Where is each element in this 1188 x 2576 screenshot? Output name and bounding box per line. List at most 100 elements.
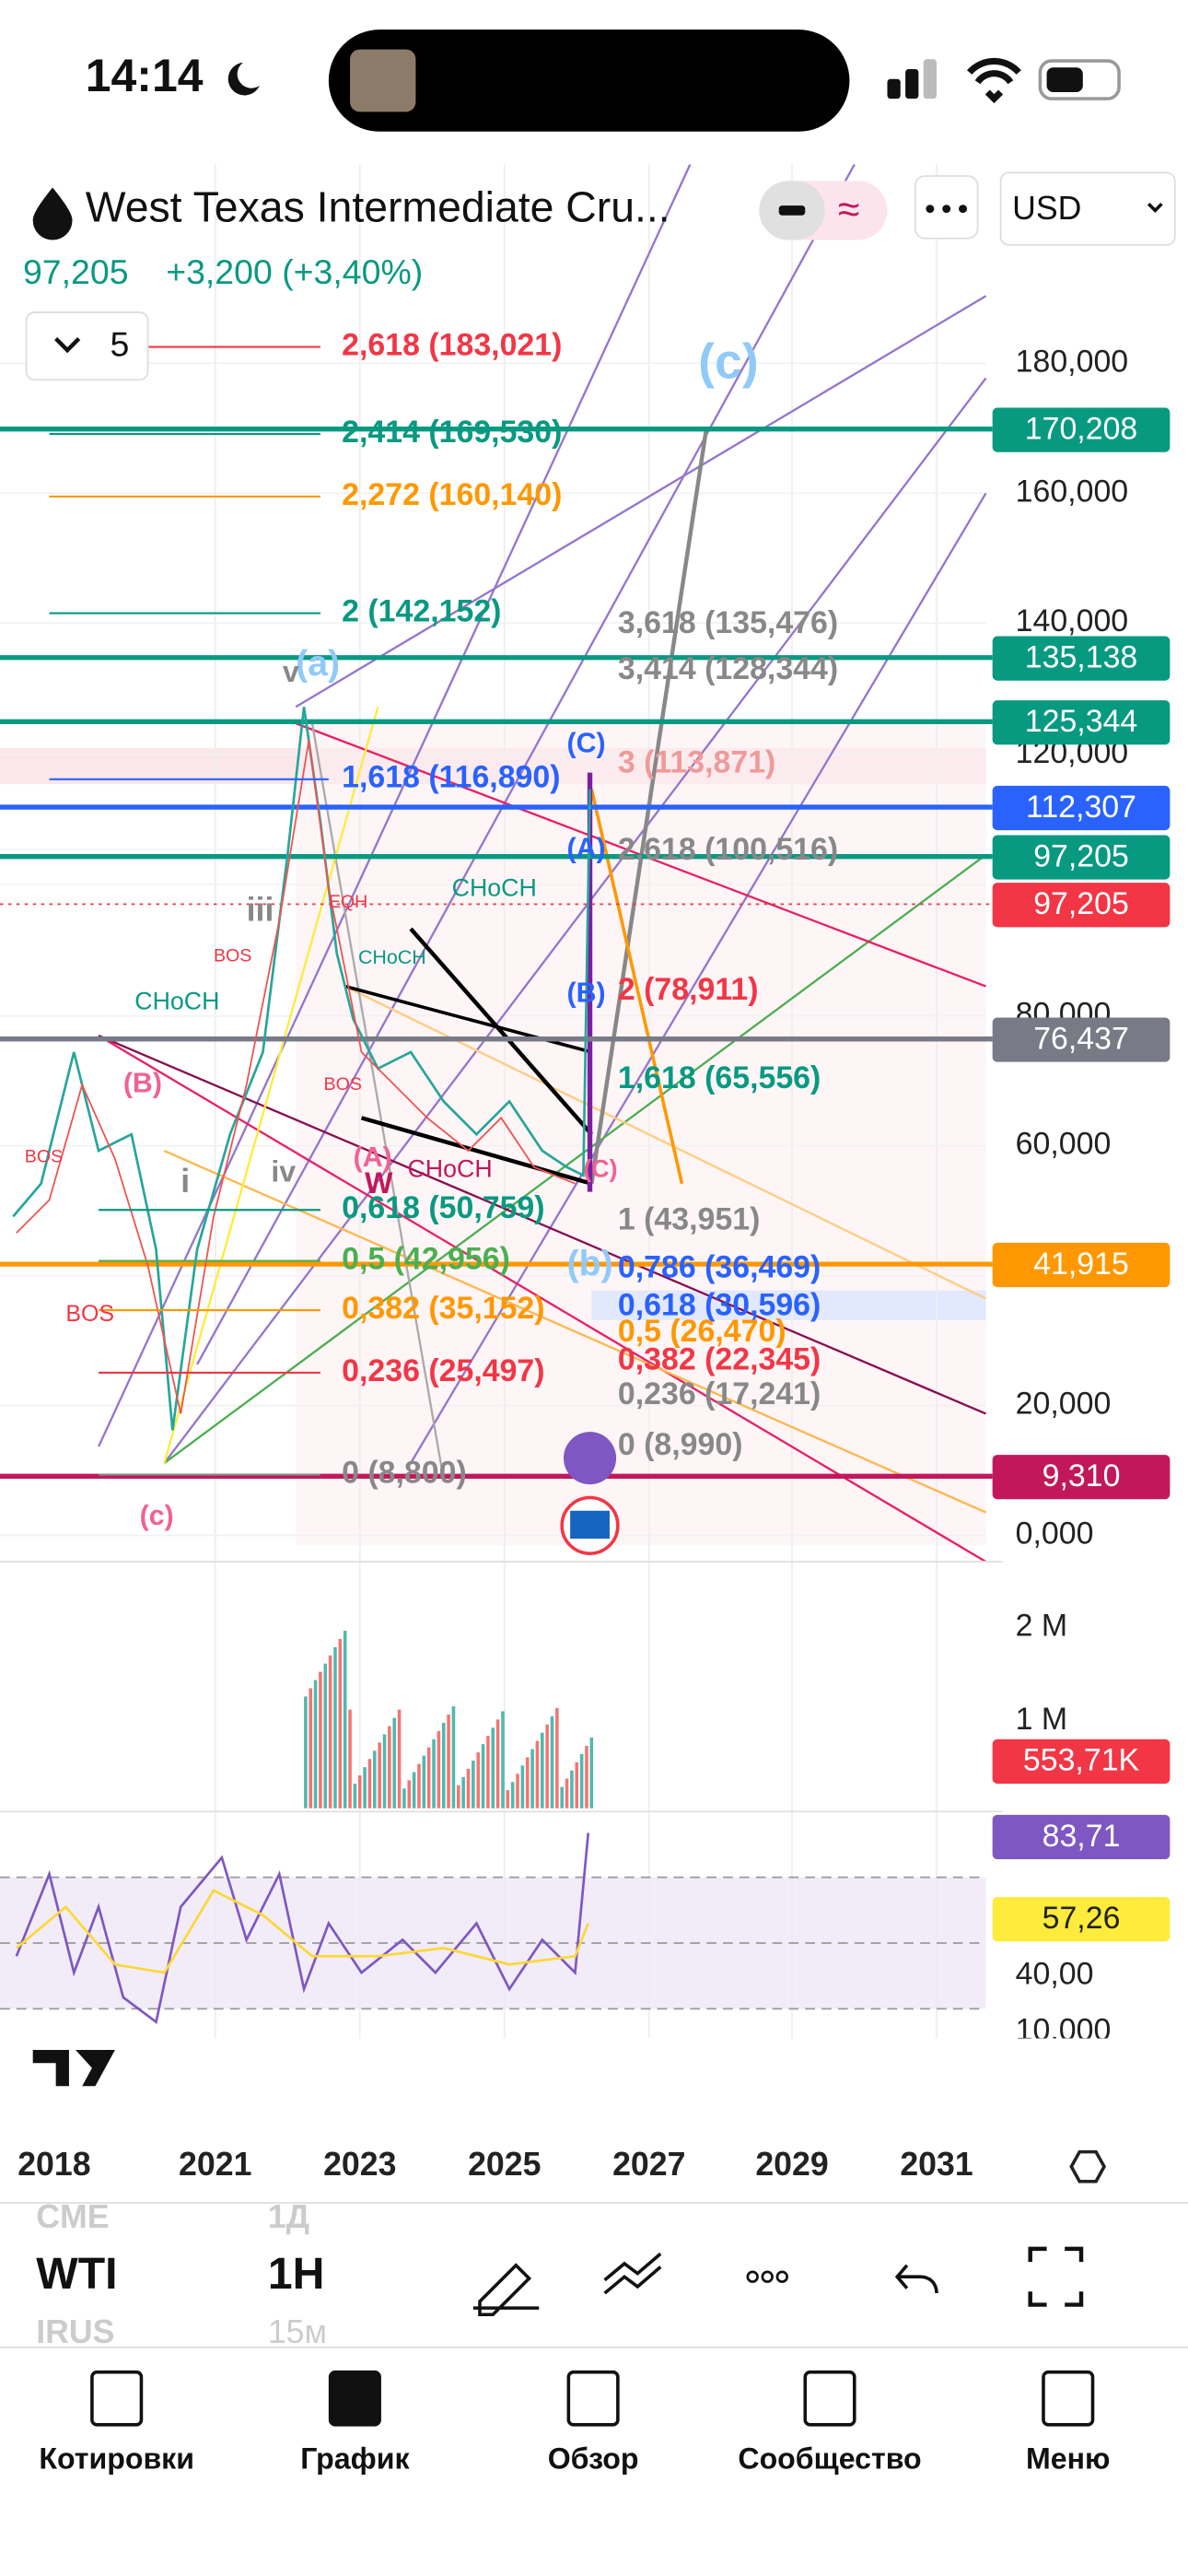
interval-button[interactable]: 1H [268, 2249, 325, 2299]
minus [778, 205, 806, 216]
draw-tool[interactable] [472, 2263, 540, 2317]
price-badge [992, 1455, 1171, 1500]
volume-bar [363, 1767, 367, 1809]
drawings-tool[interactable] [603, 2252, 662, 2295]
volume-bar [530, 1749, 534, 1809]
wave-label: W [365, 1166, 393, 1200]
fib-label: 0,382 (22,345) [618, 1341, 821, 1376]
line [295, 295, 987, 708]
fib-label: 2 (78,911) [618, 972, 759, 1007]
annotation: CHoCH [452, 873, 537, 901]
fib-label: 3 (113,871) [618, 745, 775, 780]
tab-icon[interactable] [1042, 2370, 1095, 2427]
annotation: CHoCH [358, 946, 426, 968]
wave-label: i [181, 1163, 190, 1200]
wave-label: (a) [296, 643, 340, 684]
price-badge [992, 883, 1171, 928]
volume-bar [570, 1770, 574, 1809]
fib-label: 0,236 (25,497) [342, 1353, 544, 1388]
flag [570, 1510, 610, 1540]
time-axis-label: 2021 [179, 2146, 251, 2183]
wave-label: iv [271, 1154, 296, 1188]
wave-label: (c) [698, 334, 758, 389]
tv-logo [32, 2049, 115, 2087]
volume-bar [367, 1759, 372, 1809]
price-axis-label: 0,000 [1016, 1516, 1094, 1551]
tab-icon[interactable] [90, 2370, 144, 2427]
rsi-axis-label: 40,00 [1016, 1957, 1094, 1992]
volume-bar [585, 1745, 588, 1809]
tab-icon[interactable] [328, 2370, 381, 2427]
line [196, 163, 856, 1365]
more-dot[interactable] [761, 2270, 774, 2283]
price-badge-text: 76,437 [1033, 1021, 1129, 1056]
dynamic-island [328, 29, 850, 132]
layers-count[interactable]: 5 [111, 324, 130, 363]
tab-label[interactable]: Обзор [548, 2442, 639, 2476]
volume-bar [397, 1709, 402, 1809]
interval: 1Д [268, 2198, 309, 2235]
volume-bar [545, 1724, 549, 1809]
fib-label: 0,236 (17,241) [618, 1376, 821, 1411]
annotation: EQH [329, 892, 368, 912]
volume-bar [407, 1780, 412, 1809]
time-axis-label: 2031 [900, 2146, 973, 2183]
line [310, 722, 445, 1481]
dot [926, 205, 935, 214]
price-badge-text: 97,205 [1033, 886, 1129, 921]
volume-bar [495, 1719, 500, 1809]
fib-label: 0,382 (35,152) [342, 1291, 544, 1326]
volume-bar [338, 1638, 343, 1809]
fib-label: 2,272 (160,140) [342, 477, 562, 512]
price-axis-label: 60,000 [1016, 1127, 1112, 1162]
tab-label[interactable]: Сообщество [738, 2442, 921, 2476]
signal-bar [887, 78, 901, 100]
instrument-title[interactable]: West Texas Intermediate Cru... [86, 183, 670, 231]
currency-box[interactable] [999, 171, 1176, 246]
dot [959, 205, 968, 214]
volume-bar [382, 1734, 387, 1809]
volume-bar [392, 1717, 396, 1809]
price-badge-text: 9,310 [1042, 1458, 1121, 1493]
tab-label[interactable]: Котировки [39, 2442, 194, 2476]
fib-label: 2,618 (183,021) [342, 327, 562, 362]
undo[interactable] [894, 2264, 938, 2294]
symbol-button[interactable]: WTI [36, 2249, 117, 2299]
price-badge [992, 700, 1171, 745]
volume-bar [476, 1752, 480, 1809]
tab-label[interactable]: График [300, 2442, 410, 2476]
volume-bar [417, 1763, 421, 1809]
settings-icon[interactable] [1069, 2149, 1107, 2184]
volume-bar [343, 1631, 347, 1809]
island-art [350, 49, 416, 112]
tab-label[interactable]: Меню [1026, 2442, 1110, 2476]
volume-bar [525, 1757, 530, 1809]
rsi-ma [15, 1889, 589, 1974]
layers-box[interactable] [25, 311, 149, 381]
fib-label: 3,414 (128,344) [618, 651, 838, 686]
more-dot[interactable] [775, 2270, 788, 2283]
fib-label: 2 (142,152) [342, 594, 501, 629]
tab-icon[interactable] [566, 2370, 620, 2427]
price-badge [992, 1017, 1171, 1062]
fib-label: 0,786 (36,469) [618, 1249, 821, 1284]
wave-label: (c) [140, 1501, 174, 1531]
tab-icon[interactable] [803, 2370, 856, 2427]
currency[interactable]: USD [1012, 190, 1081, 227]
volume-bar [481, 1744, 485, 1809]
more-dot[interactable] [746, 2270, 759, 2283]
wave-label: v [283, 655, 299, 688]
price-axis-label: 140,000 [1016, 603, 1129, 638]
battery [1038, 59, 1121, 100]
price-change: +3,200 (+3,40%) [166, 252, 423, 291]
annotation: CHoCH [407, 1154, 492, 1182]
price-badge-text: 125,344 [1025, 704, 1138, 739]
fullscreen[interactable] [1028, 2246, 1084, 2307]
signal-bar [905, 68, 919, 100]
dot [942, 205, 951, 214]
fib-label: 0,5 (42,956) [342, 1242, 510, 1277]
wifi [967, 57, 1021, 104]
volume-bar [348, 1709, 352, 1809]
price-badge-text: 41,915 [1033, 1247, 1129, 1282]
